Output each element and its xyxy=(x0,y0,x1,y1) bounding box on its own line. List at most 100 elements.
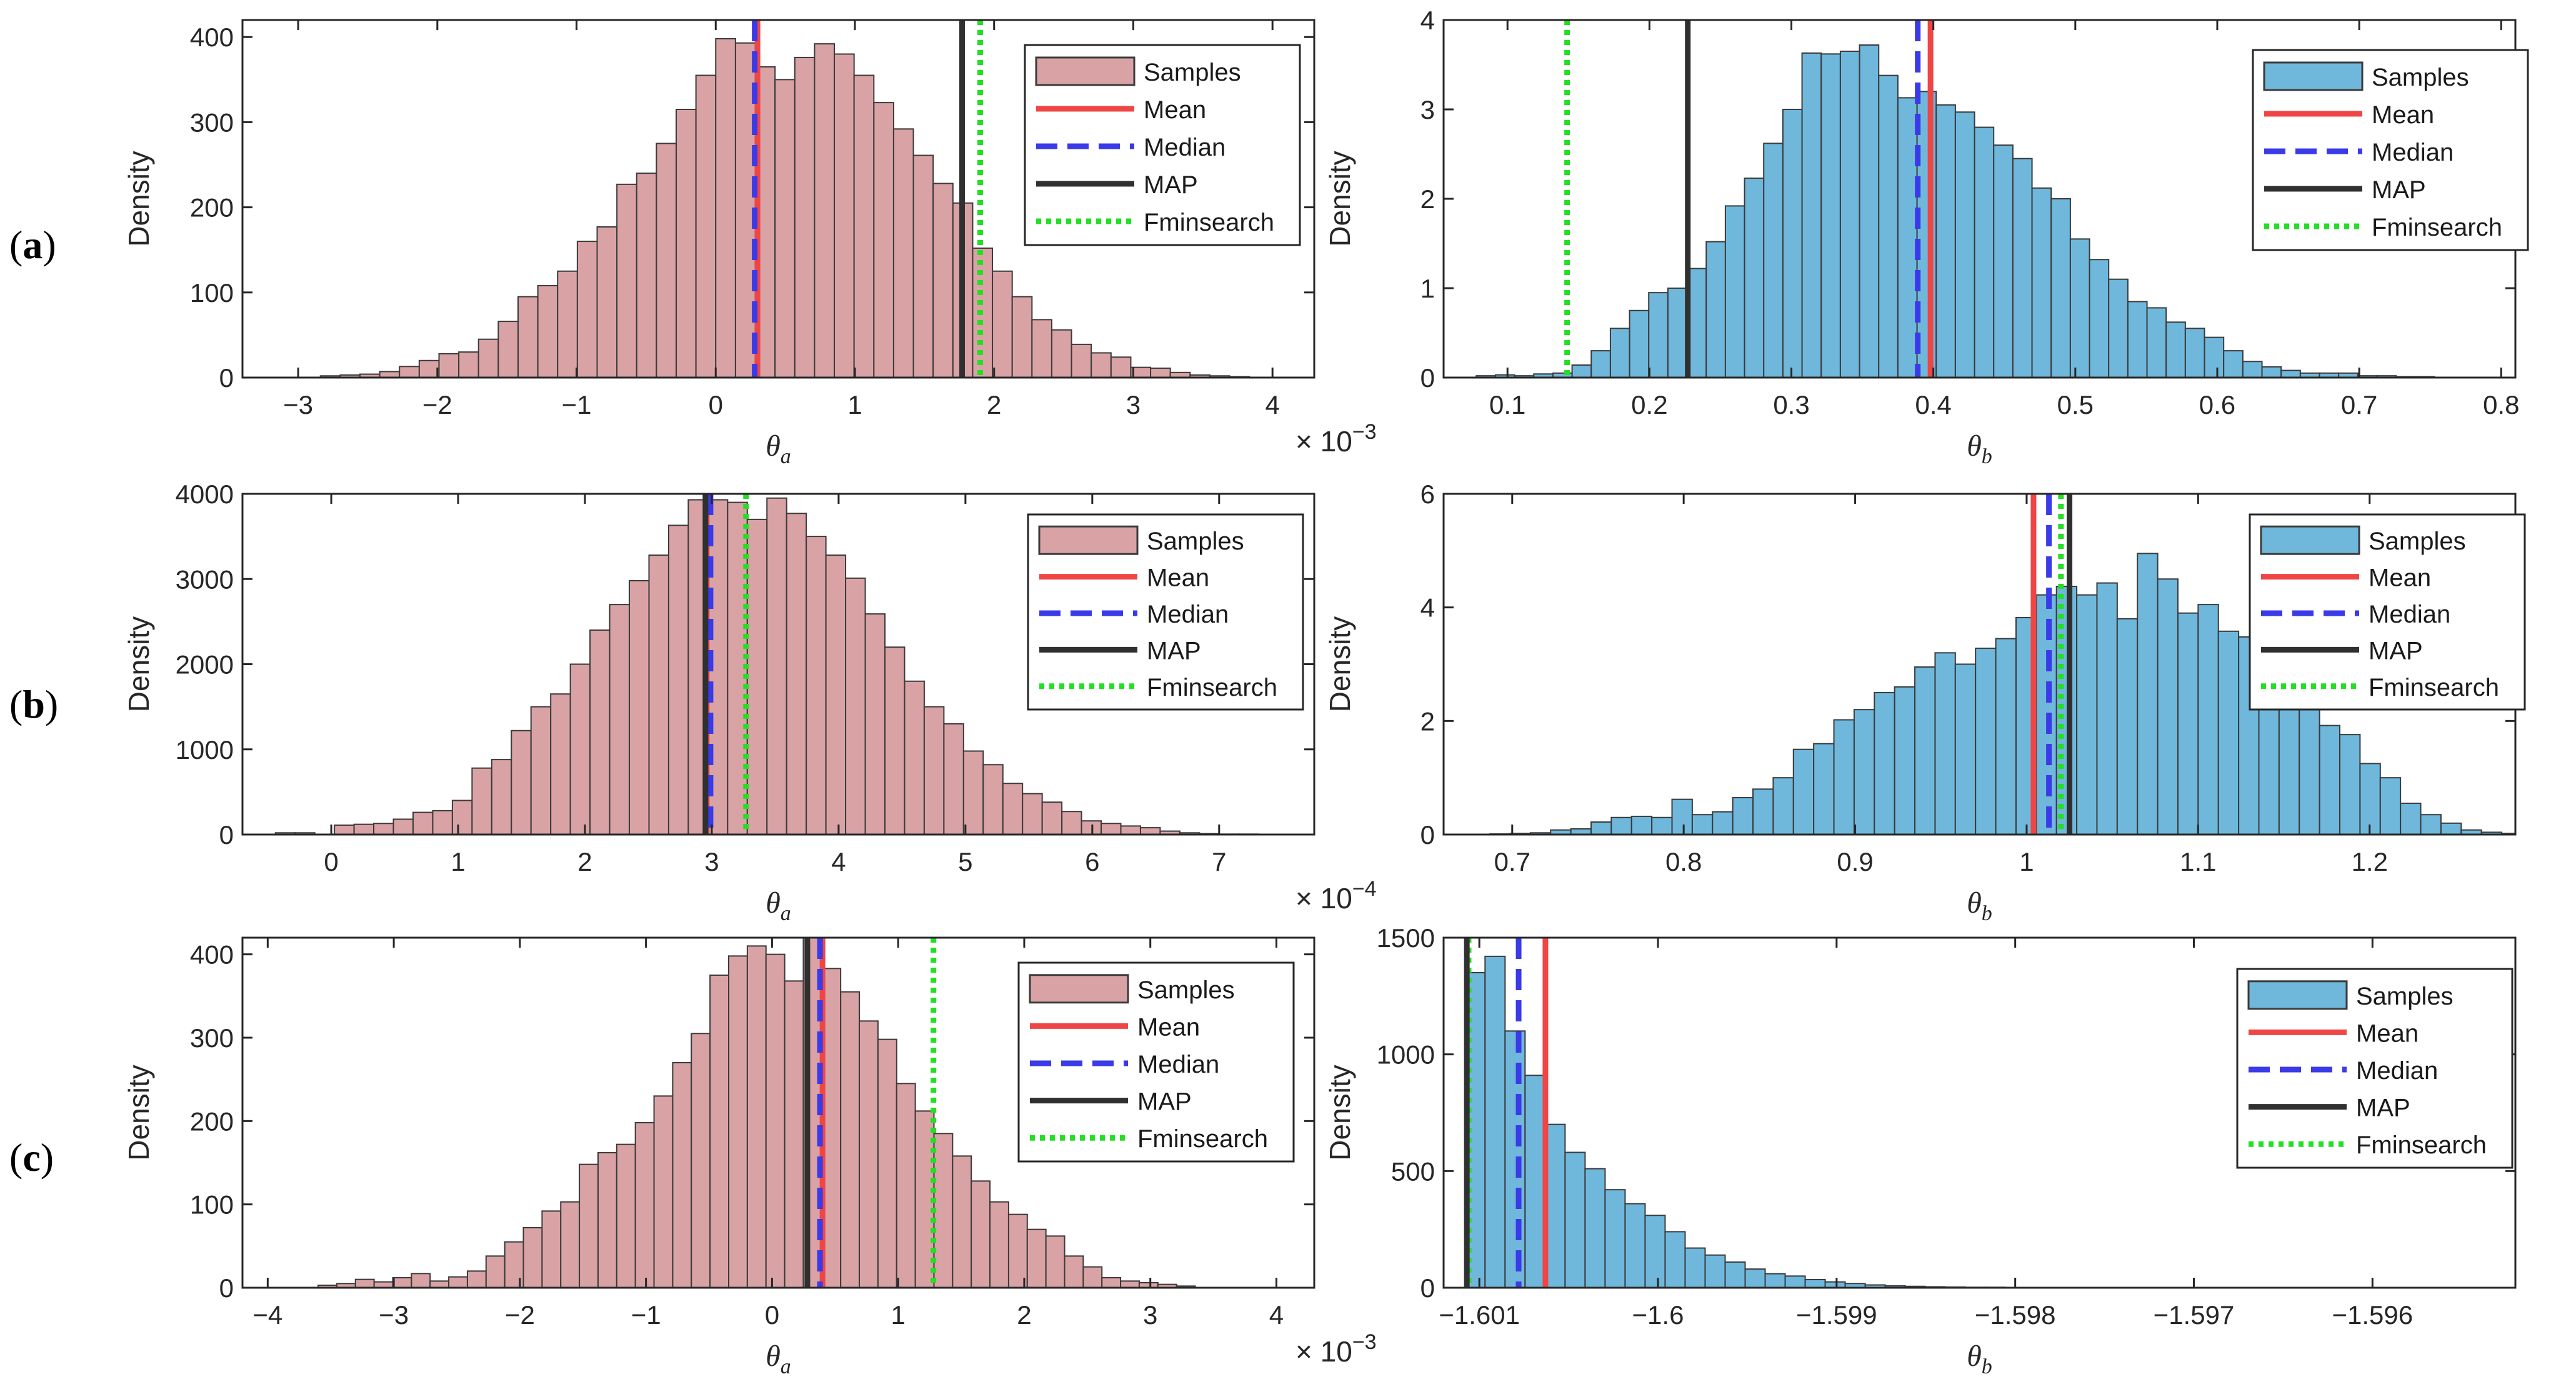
histogram-bar xyxy=(1897,97,1918,378)
histogram-bars xyxy=(319,38,1251,378)
histogram-bar xyxy=(411,1273,431,1288)
histogram-bar xyxy=(1590,821,1612,835)
histogram-bar xyxy=(1051,329,1072,378)
legend: Samples Mean Median MAP Fminsearch xyxy=(2252,49,2529,251)
histogram-bar xyxy=(1101,1277,1122,1288)
histogram-bar xyxy=(2242,361,2263,378)
y-tick-label: 3000 xyxy=(176,564,234,594)
histogram-bar xyxy=(1610,816,1632,835)
x-scale-note: × 10−3 xyxy=(1295,1330,1377,1368)
x-tick-label: 0.3 xyxy=(1773,390,1809,419)
histogram-bar xyxy=(2069,238,2090,378)
histogram-bar xyxy=(392,818,414,835)
histogram-bar xyxy=(448,1276,468,1288)
histogram-bar xyxy=(1031,319,1052,378)
y-tick-label: 0 xyxy=(1420,363,1435,393)
x-tick-label: 0 xyxy=(765,1300,779,1330)
histogram-bar xyxy=(1784,1275,1806,1288)
histogram-bar xyxy=(676,109,697,378)
legend-label: Fminsearch xyxy=(2369,674,2499,701)
histogram-bar xyxy=(806,536,827,835)
legend: Samples Mean Median MAP Fminsearch xyxy=(2236,968,2514,1169)
x-tick-label: 1 xyxy=(2019,847,2034,876)
histogram-bar xyxy=(1704,1254,1726,1288)
histogram-bar xyxy=(1081,820,1102,835)
x-tick-label: −2 xyxy=(422,390,452,419)
histogram-bar xyxy=(1629,309,1650,378)
x-tick-label: 2 xyxy=(577,847,592,876)
x-tick-label: 0.9 xyxy=(1837,847,1873,876)
histogram-bar xyxy=(458,351,479,378)
x-tick-label: 1.1 xyxy=(2180,847,2216,876)
x-tick-label: 4 xyxy=(831,847,846,876)
histogram-bar xyxy=(1071,343,1092,378)
x-tick-label: 0.8 xyxy=(2483,390,2519,419)
histogram-bar xyxy=(2400,803,2422,835)
histogram-bars xyxy=(1475,44,2435,378)
histogram-bar xyxy=(1064,1255,1084,1288)
legend-label: Median xyxy=(1147,601,1229,628)
histogram-bar xyxy=(1813,743,1835,835)
legend-label: Mean xyxy=(2369,564,2431,592)
histogram-bar xyxy=(648,554,669,835)
histogram-bar xyxy=(485,1255,506,1288)
chart-b-left: 0 1 2 3 4 5 6 7 0 1000 2000 3000 4000 Density θa × 10−4… xyxy=(122,479,1377,925)
x-tick-label: 4 xyxy=(1269,1300,1284,1330)
histogram-bar xyxy=(728,955,748,1288)
histogram-bar xyxy=(715,38,736,378)
histogram-bar xyxy=(1724,205,1745,378)
histogram-bar xyxy=(1839,51,1860,378)
histogram-bar xyxy=(1120,825,1141,835)
histogram-bar xyxy=(1150,368,1171,378)
histogram-bar xyxy=(2127,301,2148,378)
chart-b-right: 0.7 0.8 0.9 1 1.1 1.2 0 2 4 6 Density θb Samples Mean… xyxy=(1324,479,2526,925)
y-axis-label: Density xyxy=(122,616,155,712)
histogram-bar xyxy=(1975,648,1997,835)
x-tick-label: 0.6 xyxy=(2199,390,2235,419)
y-axis-label: Density xyxy=(122,151,155,246)
histogram-bar xyxy=(491,759,512,835)
axes-box xyxy=(241,19,1315,379)
legend-label: MAP xyxy=(2372,176,2426,204)
x-tick-label: 3 xyxy=(1143,1300,1157,1330)
histogram-bar xyxy=(774,79,796,378)
histogram-bar xyxy=(794,56,816,378)
histogram-bar xyxy=(2157,578,2179,835)
histogram-bar xyxy=(1691,814,1714,835)
histogram-bar xyxy=(1664,1231,1686,1288)
histogram-bar xyxy=(904,680,925,835)
histogram-bar xyxy=(2165,321,2186,378)
legend-label: Median xyxy=(2369,601,2450,628)
y-tick-label: 100 xyxy=(190,1190,234,1220)
legend-swatch-samples xyxy=(1038,525,1139,555)
legend-swatch-samples xyxy=(2263,61,2364,91)
histogram-bar xyxy=(2204,336,2225,378)
histogram-bar xyxy=(825,554,847,835)
histogram-bar xyxy=(1914,666,1936,835)
legend-swatch-samples xyxy=(2247,980,2348,1010)
legend-swatch-samples xyxy=(1029,974,1129,1004)
histogram-bar xyxy=(932,183,954,378)
y-tick-label: 3 xyxy=(1420,95,1435,124)
histogram-bar xyxy=(2031,187,2052,378)
histogram-bar xyxy=(1061,811,1082,835)
histogram-bars xyxy=(1489,553,2515,835)
histogram-bar xyxy=(746,518,768,835)
histogram-bar xyxy=(579,1163,599,1288)
histogram-bar xyxy=(511,730,532,835)
chart-a-right: 0.1 0.2 0.3 0.4 0.5 0.6 0.7 0.8 0 1 2 3 4 Density θb Sa… xyxy=(1324,6,2529,468)
histogram-bar xyxy=(1544,1123,1566,1288)
histogram-bar xyxy=(1671,798,1693,835)
x-tick-label: −4 xyxy=(252,1300,282,1330)
histogram-bar xyxy=(2076,594,2098,835)
histogram-bar xyxy=(1974,126,1995,378)
histogram-bar xyxy=(653,1095,674,1288)
histogram-bar xyxy=(550,693,571,835)
histogram-bar xyxy=(1564,1151,1586,1288)
histogram-bar xyxy=(2177,612,2199,835)
x-tick-label: −1.598 xyxy=(1975,1300,2056,1330)
histogram-bar xyxy=(2089,259,2110,378)
histogram-bar xyxy=(896,1083,916,1288)
y-tick-label: 0 xyxy=(1420,820,1435,850)
histogram-bar xyxy=(982,764,1004,835)
